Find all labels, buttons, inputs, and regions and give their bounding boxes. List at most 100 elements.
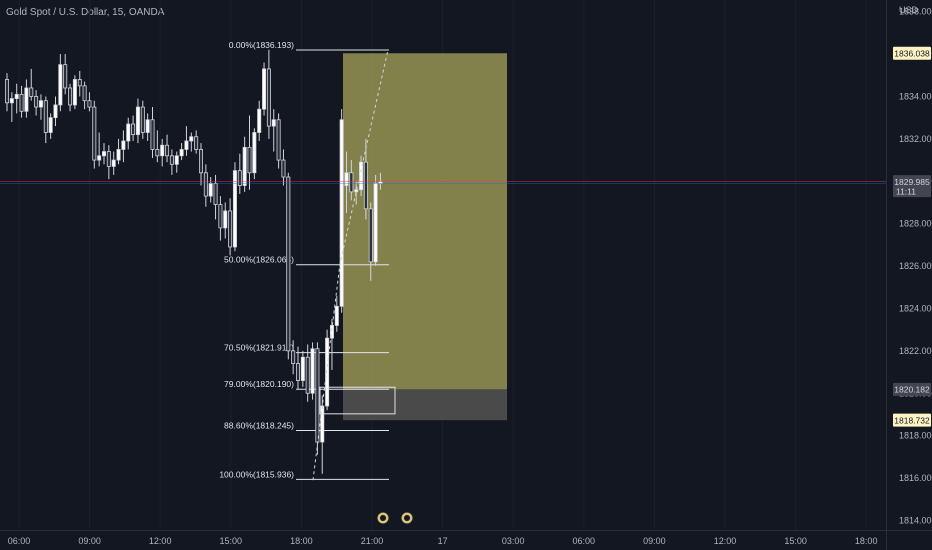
candle-body <box>198 149 203 174</box>
candle-body <box>305 356 310 394</box>
candle-body <box>189 136 194 142</box>
candle-body <box>266 68 271 127</box>
candle-body <box>354 189 359 193</box>
candle-body <box>68 87 73 106</box>
candle-body <box>82 85 87 102</box>
position-tool[interactable] <box>343 53 507 421</box>
fib-level-label: 88.60%(1818.245) <box>224 420 294 430</box>
candle-body <box>102 151 107 157</box>
fib-level-label: 79.00%(1820.190) <box>224 379 294 389</box>
candle-body <box>43 100 48 133</box>
price-tick-label: 1834.000 <box>899 91 932 101</box>
candle-body <box>155 149 160 157</box>
overlays <box>0 49 886 525</box>
candle-body <box>291 350 296 364</box>
candle-body <box>213 182 218 205</box>
price-axis-badge-label: 1820.182 <box>894 385 930 395</box>
candle-body <box>9 98 14 104</box>
candle-body <box>237 170 242 186</box>
price-axis-badge-label: 1818.732 <box>894 415 930 425</box>
candle-body <box>373 182 378 263</box>
candle-body <box>126 123 131 142</box>
candle-body <box>203 172 208 197</box>
time-tick-label: 15:00 <box>220 536 243 546</box>
price-tick-label: 1826.000 <box>899 261 932 271</box>
candle-body <box>349 172 354 193</box>
time-tick-label: 17 <box>438 536 448 546</box>
candle-body <box>232 170 237 248</box>
zone-marker <box>319 386 396 415</box>
time-tick-label: 15:00 <box>784 536 807 546</box>
time-tick-label: 06:00 <box>573 536 596 546</box>
time-tick-label: 18:00 <box>290 536 313 546</box>
candle-body <box>208 182 213 197</box>
candle-body <box>5 79 10 104</box>
candle-body <box>315 348 320 443</box>
fib-level-label: 100.00%(1815.936) <box>219 469 294 479</box>
event-icon-center <box>404 515 410 521</box>
stop-zone <box>343 389 507 421</box>
candle-body <box>262 68 267 110</box>
candle-body <box>106 151 111 167</box>
candle-body <box>252 132 257 174</box>
candle-body <box>286 176 291 352</box>
candle-body <box>165 144 170 157</box>
price-tick-label: 1838.000 <box>899 7 932 17</box>
candle-body <box>24 87 29 112</box>
candle-body <box>38 100 43 108</box>
candle-body <box>228 210 233 248</box>
candle-body <box>325 337 330 407</box>
candle-body <box>276 119 281 161</box>
time-tick-label: 21:00 <box>361 536 384 546</box>
event-icon-center <box>380 515 386 521</box>
price-axis-badge <box>893 46 931 60</box>
candle-body <box>184 140 189 150</box>
dashed-projection <box>312 49 389 481</box>
candle-body <box>295 363 300 381</box>
time-axis[interactable]: 06:00 09:00 12:00 15:00 18:00 21:00 17 03:00 06:… <box>8 536 878 546</box>
currency-label: USD <box>898 5 918 15</box>
time-tick-label: 09:00 <box>78 536 101 546</box>
candle-body <box>242 146 247 186</box>
candle-body <box>111 159 116 167</box>
target-zone <box>343 53 507 390</box>
candle-body <box>116 149 121 161</box>
candle-body <box>145 119 150 133</box>
candle-body <box>48 117 53 133</box>
candle-body <box>14 93 19 99</box>
candle-body <box>257 108 262 133</box>
candle-body <box>87 100 92 108</box>
price-axis-badge <box>893 382 931 396</box>
candle-body <box>63 64 68 89</box>
price-tick-label: 1816.000 <box>899 473 932 483</box>
candle-body <box>344 172 349 186</box>
candle-body <box>300 356 305 381</box>
candle-body <box>121 140 126 150</box>
candle-body <box>29 87 34 97</box>
candle-body <box>334 305 339 326</box>
candle-body <box>368 208 373 263</box>
candle-body <box>135 106 140 136</box>
price-tick-label: 1824.000 <box>899 303 932 313</box>
candle-body <box>53 104 58 119</box>
time-tick-label: 18:00 <box>855 536 878 546</box>
candle-body <box>140 106 145 133</box>
candle-body <box>320 405 325 443</box>
candle-body <box>363 161 368 210</box>
candle-body <box>92 106 97 161</box>
candle-body <box>34 96 39 108</box>
candle-body <box>194 136 199 150</box>
price-axis[interactable]: 1814.0001816.0001818.0001820.0001822.000… <box>893 7 932 526</box>
candles <box>5 49 383 474</box>
fib-level-label: 50.00%(1826.064) <box>224 255 294 265</box>
candle-body <box>72 79 77 106</box>
price-tick-label: 1828.000 <box>899 219 932 229</box>
price-tick-label: 1822.000 <box>899 346 932 356</box>
candle-body <box>247 146 252 174</box>
candle-body <box>281 159 286 178</box>
symbol-title: Gold Spot / U.S. Dollar, 15, OANDA <box>6 7 165 18</box>
candle-body <box>169 155 174 165</box>
candle-body <box>160 144 165 157</box>
